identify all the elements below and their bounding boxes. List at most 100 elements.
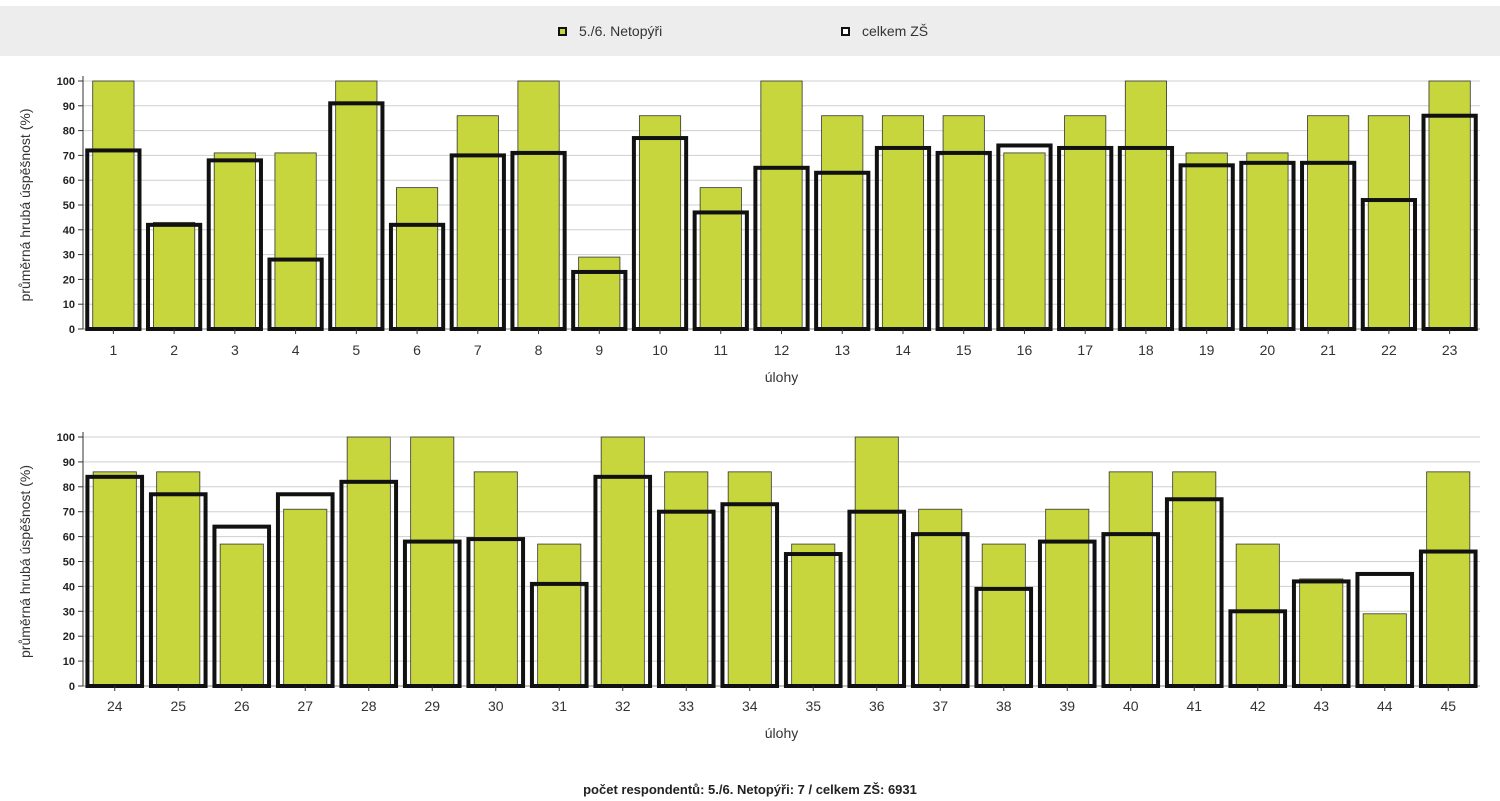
bar-netopyri[interactable] — [92, 471, 137, 687]
legend-swatch-green — [558, 26, 567, 36]
y-tick-label: 90 — [63, 457, 75, 469]
x-tick-label: 5 — [352, 342, 360, 358]
x-axis-title: úlohy — [765, 369, 798, 385]
bar-netopyri[interactable] — [600, 436, 645, 687]
bar-netopyri[interactable] — [219, 543, 264, 687]
x-tick-label: 22 — [1381, 342, 1397, 358]
bar-netopyri[interactable] — [638, 115, 682, 330]
x-tick-label: 20 — [1260, 342, 1276, 358]
bar-netopyri[interactable] — [346, 436, 391, 687]
x-tick-label: 43 — [1313, 698, 1329, 714]
x-tick-label: 39 — [1059, 698, 1075, 714]
bar-netopyri[interactable] — [1307, 115, 1350, 330]
x-tick-label: 34 — [742, 698, 758, 714]
x-tick-label: 44 — [1377, 698, 1393, 714]
bar-netopyri[interactable] — [396, 187, 439, 330]
y-axis-title: průměrná hrubá úspěšnost (%) — [17, 109, 33, 302]
y-axis-title: průměrná hrubá úspěšnost (%) — [17, 465, 33, 658]
bar-netopyri[interactable] — [410, 436, 455, 687]
x-tick-label: 35 — [805, 698, 821, 714]
bar-netopyri[interactable] — [1003, 152, 1046, 330]
legend-item-celkem[interactable]: celkem ZŠ — [841, 22, 928, 40]
y-tick-label: 30 — [63, 606, 75, 618]
bar-netopyri[interactable] — [1246, 152, 1289, 330]
x-tick-label: 12 — [774, 342, 790, 358]
legend-item-netopyri[interactable]: 5./6. Netopýři — [558, 22, 662, 40]
bar-netopyri[interactable] — [1362, 613, 1407, 687]
x-tick-label: 19 — [1199, 342, 1215, 358]
x-tick-label: 40 — [1123, 698, 1139, 714]
bar-netopyri[interactable] — [727, 471, 772, 687]
y-tick-label: 70 — [63, 507, 75, 519]
bar-netopyri[interactable] — [1185, 152, 1228, 330]
y-tick-label: 20 — [63, 274, 75, 286]
x-tick-label: 42 — [1250, 698, 1266, 714]
x-tick-label: 10 — [652, 342, 668, 358]
y-tick-label: 0 — [69, 324, 75, 336]
bar-netopyri[interactable] — [1299, 578, 1344, 687]
y-tick-label: 80 — [63, 126, 75, 138]
y-tick-label: 40 — [63, 581, 75, 593]
x-tick-label: 30 — [488, 698, 504, 714]
bar-netopyri[interactable] — [335, 80, 378, 330]
y-tick-label: 100 — [57, 76, 75, 88]
y-tick-label: 60 — [63, 175, 75, 187]
y-tick-label: 40 — [63, 225, 75, 237]
bar-netopyri[interactable] — [578, 256, 621, 330]
x-tick-label: 41 — [1186, 698, 1202, 714]
legend-label-celkem: celkem ZŠ — [862, 23, 929, 39]
bar-netopyri[interactable] — [821, 115, 864, 330]
bar-netopyri[interactable] — [1108, 471, 1153, 687]
bar-netopyri[interactable] — [473, 471, 518, 687]
bar-netopyri[interactable] — [92, 80, 135, 330]
x-tick-label: 28 — [361, 698, 377, 714]
x-tick-label: 29 — [424, 698, 440, 714]
bar-netopyri[interactable] — [537, 543, 582, 687]
bar-netopyri[interactable] — [156, 471, 201, 687]
bar-netopyri[interactable] — [760, 80, 803, 330]
x-tick-label: 16 — [1017, 342, 1033, 358]
x-tick-label: 26 — [234, 698, 250, 714]
bar-netopyri[interactable] — [918, 508, 963, 687]
x-tick-label: 18 — [1138, 342, 1154, 358]
bar-netopyri[interactable] — [1426, 471, 1471, 687]
y-tick-label: 30 — [63, 250, 75, 262]
bar-netopyri[interactable] — [664, 471, 709, 687]
bar-netopyri[interactable] — [981, 543, 1026, 687]
x-tick-label: 14 — [895, 342, 911, 358]
bar-netopyri[interactable] — [1124, 80, 1167, 330]
bar-netopyri[interactable] — [1235, 543, 1280, 687]
x-tick-label: 32 — [615, 698, 631, 714]
x-tick-label: 6 — [413, 342, 421, 358]
bar-netopyri[interactable] — [274, 152, 317, 330]
bar-netopyri[interactable] — [213, 152, 256, 330]
x-tick-label: 21 — [1320, 342, 1336, 358]
bar-netopyri[interactable] — [1045, 508, 1090, 687]
y-tick-label: 60 — [63, 532, 75, 544]
bar-netopyri[interactable] — [1172, 471, 1217, 687]
bar-netopyri[interactable] — [854, 436, 899, 687]
x-tick-label: 33 — [678, 698, 694, 714]
y-tick-label: 10 — [63, 656, 75, 668]
bar-netopyri[interactable] — [791, 543, 836, 687]
y-tick-label: 100 — [57, 432, 75, 444]
x-tick-label: 37 — [932, 698, 948, 714]
y-tick-label: 90 — [63, 101, 75, 113]
x-tick-label: 9 — [595, 342, 603, 358]
x-tick-label: 27 — [297, 698, 313, 714]
y-tick-label: 0 — [69, 681, 75, 693]
respondent-count: počet respondentů: 5./6. Netopýři: 7 / c… — [583, 782, 917, 797]
bar-netopyri[interactable] — [1428, 80, 1471, 330]
bar-netopyri[interactable] — [1064, 115, 1107, 330]
y-tick-label: 10 — [63, 299, 75, 311]
bar-netopyri[interactable] — [153, 221, 196, 330]
bar-netopyri[interactable] — [456, 115, 499, 330]
x-tick-label: 31 — [551, 698, 567, 714]
y-tick-label: 50 — [63, 557, 75, 569]
bar-netopyri[interactable] — [283, 508, 328, 687]
x-tick-label: 13 — [834, 342, 850, 358]
bar-netopyri[interactable] — [881, 115, 925, 330]
y-tick-label: 70 — [63, 150, 75, 162]
bar-chart-2: 0 10 20 30 40 50 60 70 80 90 100 24 25 26 27 28 29 30 31 32… — [17, 432, 1480, 741]
